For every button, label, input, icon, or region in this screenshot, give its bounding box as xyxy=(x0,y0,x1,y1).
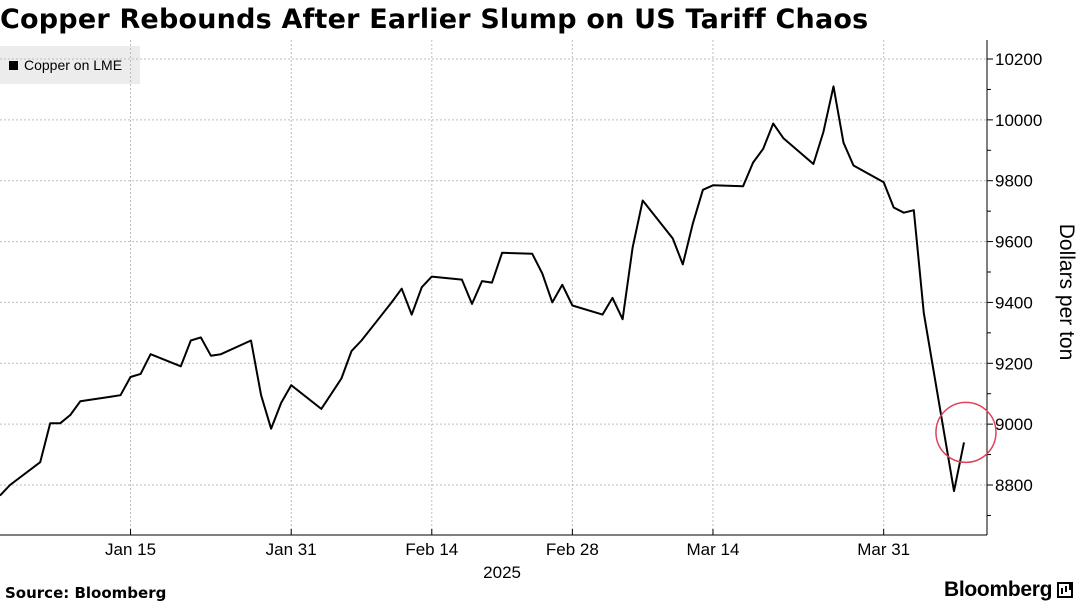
y-tick-label: 8800 xyxy=(995,476,1033,495)
legend-swatch xyxy=(9,60,18,70)
brand-name: Bloomberg xyxy=(944,578,1053,601)
brand-logo: Bloomberg xyxy=(944,578,1074,602)
series xyxy=(0,85,965,497)
y-tick-label: 9400 xyxy=(995,293,1033,312)
y-tick-label: 10000 xyxy=(995,111,1042,130)
chart-title: Copper Rebounds After Earlier Slump on U… xyxy=(0,4,869,35)
x-year-label: 2025 xyxy=(483,563,521,582)
axes: 8800 9000 9200 9400 9600 9800 10000 10200 Jan 15… xyxy=(0,40,1042,582)
y-tick-label: 9800 xyxy=(995,172,1033,191)
y-axis-label: Dollars per ton xyxy=(1055,223,1078,361)
legend-label: Copper on LME xyxy=(24,57,123,73)
y-tick-label: 9000 xyxy=(995,415,1033,434)
legend: Copper on LME xyxy=(0,46,140,84)
highlight-circle xyxy=(935,401,997,464)
x-tick-label: Feb 28 xyxy=(546,540,599,559)
annotations xyxy=(935,401,997,464)
grid xyxy=(0,40,987,535)
x-tick-label: Mar 14 xyxy=(686,540,739,559)
source-note: Source: Bloomberg xyxy=(5,584,167,602)
x-tick-label: Jan 15 xyxy=(105,540,156,559)
y-tick-label: 10200 xyxy=(995,50,1042,69)
x-tick-label: Mar 31 xyxy=(857,540,910,559)
x-tick-label: Feb 14 xyxy=(405,540,458,559)
y-tick-label: 9200 xyxy=(995,354,1033,373)
x-tick-label: Jan 31 xyxy=(266,540,317,559)
series-line xyxy=(0,85,965,497)
bloomberg-bars-icon xyxy=(1057,582,1074,598)
y-tick-label: 9600 xyxy=(995,233,1033,252)
